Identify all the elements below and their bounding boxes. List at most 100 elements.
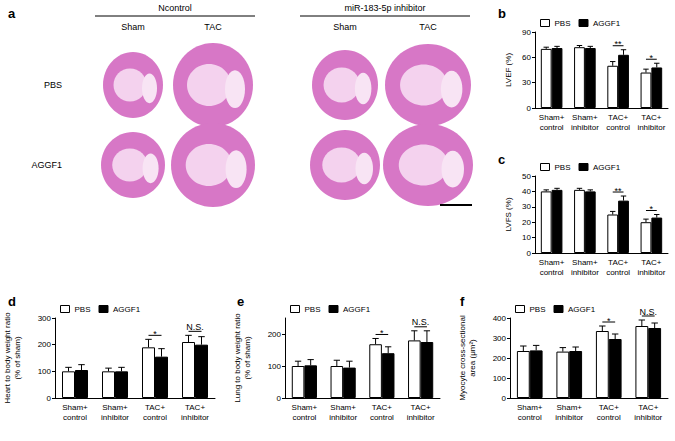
svg-text:Sham: Sham [121,22,145,32]
svg-text:TAC+: TAC+ [641,113,661,122]
svg-text:Sham+: Sham+ [572,113,598,122]
svg-text:PBS: PBS [555,163,571,172]
svg-text:d: d [8,294,16,309]
svg-text:100: 100 [38,367,52,376]
svg-text:f: f [460,294,465,309]
svg-text:300: 300 [38,314,52,323]
svg-text:**: ** [615,186,623,196]
svg-text:*: * [380,328,384,338]
svg-text:PBS: PBS [75,305,91,314]
svg-text:e: e [237,294,244,309]
svg-text:Ncontrol: Ncontrol [158,3,192,13]
svg-text:PBS: PBS [530,305,546,314]
svg-text:AGGF1: AGGF1 [113,305,141,314]
svg-text:50: 50 [522,172,531,181]
svg-text:TAC+: TAC+ [185,403,205,412]
svg-text:Sham+: Sham+ [517,403,543,412]
svg-text:area (μm²): area (μm²) [468,339,477,377]
svg-text:control: control [606,268,630,277]
svg-text:Sham+: Sham+ [62,403,88,412]
svg-text:control: control [518,413,542,422]
svg-text:Lung to body weight ratio: Lung to body weight ratio [233,313,242,403]
svg-text:TAC+: TAC+ [608,258,628,267]
svg-text:inhibitor: inhibitor [634,413,662,422]
svg-text:200: 200 [38,340,52,349]
svg-text:TAC: TAC [204,22,222,32]
svg-text:TAC+: TAC+ [608,113,628,122]
svg-text:LVFS (%): LVFS (%) [504,197,513,231]
svg-text:b: b [498,6,506,21]
svg-text:40: 40 [522,187,531,196]
svg-text:inhibitor: inhibitor [555,413,583,422]
svg-text:400: 400 [493,314,507,323]
svg-text:100: 100 [493,374,507,383]
svg-text:PBS: PBS [44,80,62,90]
svg-text:AGGF1: AGGF1 [568,305,596,314]
svg-text:90: 90 [522,28,531,37]
svg-text:Sham+: Sham+ [572,258,598,267]
svg-text:10: 10 [522,233,531,242]
svg-text:300: 300 [493,334,507,343]
svg-text:AGGF1: AGGF1 [343,305,371,314]
svg-text:TAC+: TAC+ [599,403,619,412]
svg-text:*: * [650,53,654,63]
svg-text:Sham+: Sham+ [539,113,565,122]
svg-text:60: 60 [522,53,531,62]
svg-text:inhibitor: inhibitor [571,123,599,132]
svg-text:a: a [8,6,16,21]
svg-text:0: 0 [277,394,282,403]
svg-text:TAC+: TAC+ [145,403,165,412]
svg-text:inhibitor: inhibitor [637,123,665,132]
svg-text:(% of sham): (% of sham) [13,336,22,379]
svg-text:200: 200 [268,330,282,339]
svg-text:30: 30 [522,202,531,211]
svg-text:**: ** [615,39,623,49]
svg-text:Sham+: Sham+ [102,403,128,412]
svg-text:Sham+: Sham+ [292,403,318,412]
svg-text:TAC: TAC [419,22,437,32]
svg-text:N.S.: N.S. [186,322,204,332]
svg-text:Myocyte cross-sectional: Myocyte cross-sectional [458,315,467,401]
svg-text:Sham+: Sham+ [556,403,582,412]
svg-text:control: control [370,413,394,422]
svg-text:AGGF1: AGGF1 [593,19,621,28]
svg-text:N.S.: N.S. [639,307,657,317]
svg-text:control: control [143,413,167,422]
svg-text:PBS: PBS [555,19,571,28]
svg-text:inhibitor: inhibitor [407,413,435,422]
svg-text:0: 0 [502,394,507,403]
svg-text:*: * [650,204,654,214]
svg-text:PBS: PBS [305,305,321,314]
svg-text:*: * [153,329,157,339]
svg-text:control: control [597,413,621,422]
svg-text:Sham+: Sham+ [330,403,356,412]
svg-text:TAC+: TAC+ [641,258,661,267]
svg-text:(% of sham): (% of sham) [243,336,252,379]
svg-text:0: 0 [527,104,532,113]
svg-text:inhibitor: inhibitor [329,413,357,422]
svg-text:control: control [292,413,316,422]
svg-text:inhibitor: inhibitor [571,268,599,277]
svg-text:control: control [540,268,564,277]
svg-text:control: control [606,123,630,132]
svg-text:control: control [63,413,87,422]
svg-text:control: control [540,123,564,132]
svg-text:AGGF1: AGGF1 [31,160,62,170]
svg-text:inhibitor: inhibitor [101,413,129,422]
svg-text:200: 200 [493,354,507,363]
svg-text:Sham+: Sham+ [539,258,565,267]
svg-text:inhibitor: inhibitor [181,413,209,422]
svg-text:0: 0 [47,394,52,403]
svg-text:30: 30 [522,78,531,87]
svg-text:20: 20 [522,218,531,227]
svg-text:miR-183-5p inhibitor: miR-183-5p inhibitor [344,3,425,13]
svg-text:TAC+: TAC+ [638,403,658,412]
svg-text:LVEF (%): LVEF (%) [504,53,513,87]
svg-text:inhibitor: inhibitor [637,268,665,277]
svg-text:TAC+: TAC+ [411,403,431,412]
svg-text:TAC+: TAC+ [372,403,392,412]
svg-text:AGGF1: AGGF1 [593,163,621,172]
svg-text:c: c [498,152,505,167]
svg-text:Heart to body weight ratio: Heart to body weight ratio [3,312,12,404]
svg-text:N.S.: N.S. [412,317,430,327]
